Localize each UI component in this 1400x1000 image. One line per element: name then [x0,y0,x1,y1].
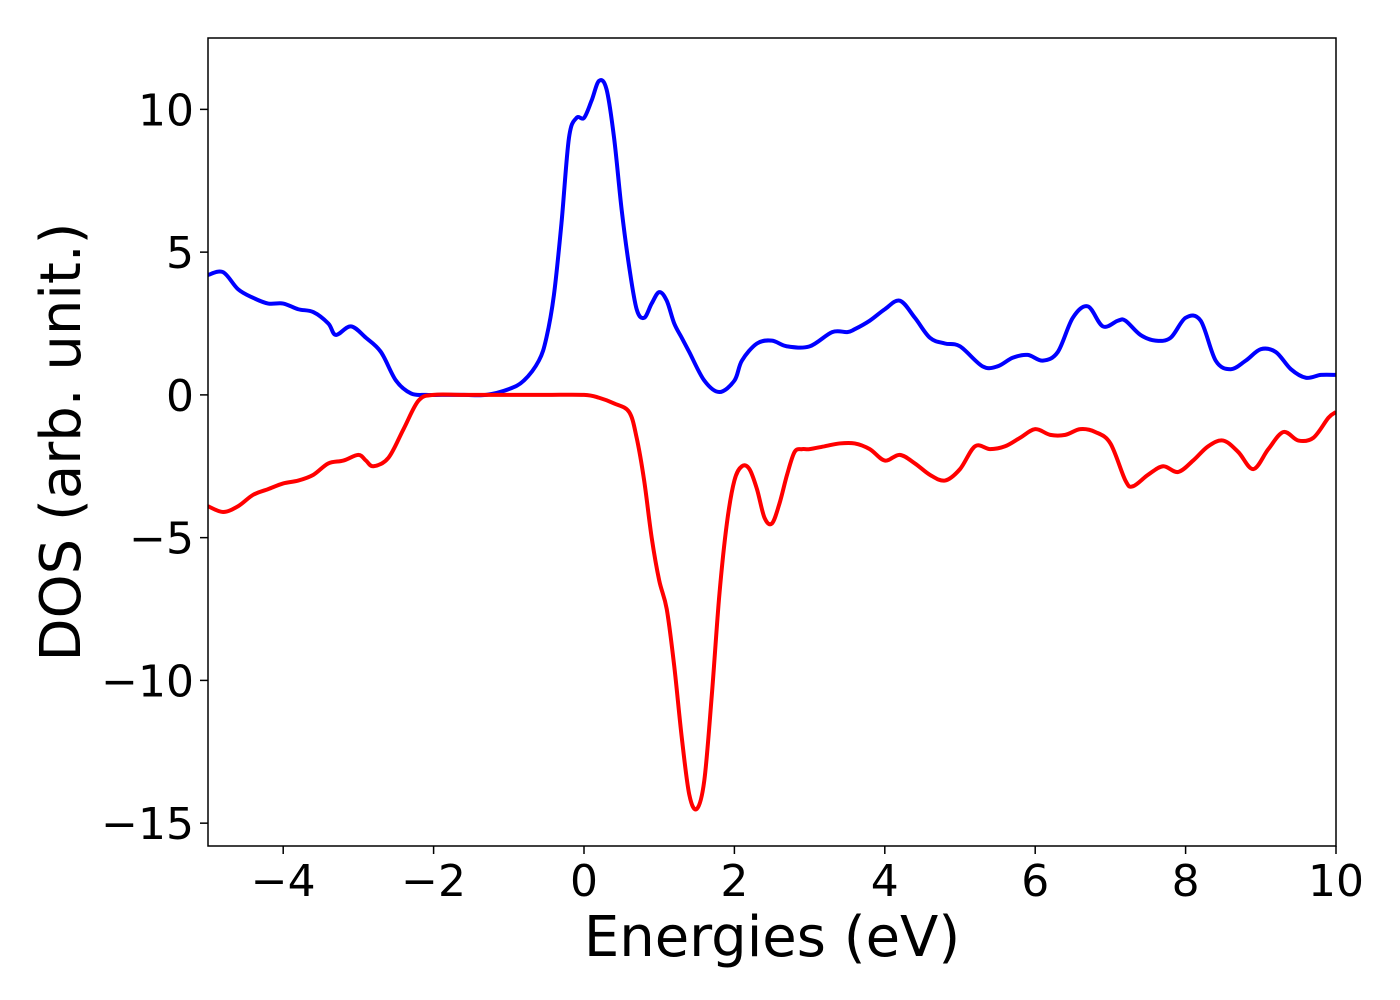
y-tick-label: −10 [101,656,194,707]
y-tick-label: −15 [101,799,194,850]
y-tick-label: 5 [166,228,194,279]
y-tick-label: 0 [166,371,194,422]
y-tick-label: 10 [138,85,194,136]
y-axis-label: DOS (arb. unit.) [29,222,94,661]
spin-down-dos-line [208,392,1336,812]
x-tick-label: −4 [251,856,316,907]
axis-ticks: −4 −2 0 2 4 6 8 10 10 5 0 −5 −10 −15 [101,85,1364,907]
x-tick-label: 8 [1172,856,1200,907]
y-tick-label: −5 [129,514,194,565]
x-axis-label: Energies (eV) [584,905,960,970]
spin-up-dos-line [208,78,1336,398]
x-tick-label: −2 [401,856,466,907]
series-lines [208,78,1336,812]
x-tick-label: 2 [720,856,748,907]
x-tick-label: 6 [1021,856,1049,907]
x-tick-label: 10 [1308,856,1364,907]
x-tick-label: 0 [570,856,598,907]
plot-area-frame [207,37,1337,847]
x-tick-label: 4 [871,856,899,907]
